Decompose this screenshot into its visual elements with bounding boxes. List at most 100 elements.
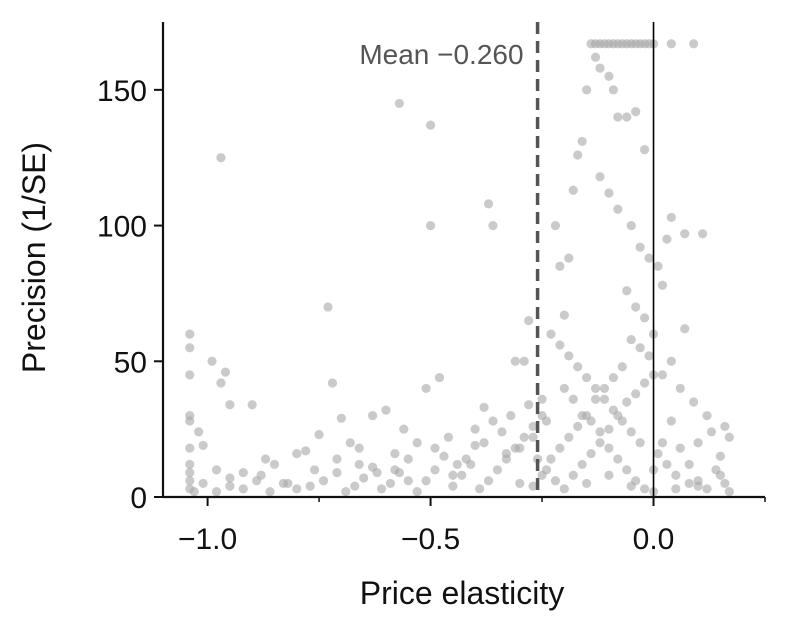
data-point xyxy=(653,448,663,459)
data-point xyxy=(488,416,498,426)
data-point xyxy=(260,454,271,464)
data-point xyxy=(519,432,529,442)
y-axis-title: Precision (1/SE) xyxy=(16,142,52,373)
data-point xyxy=(662,234,672,244)
data-point xyxy=(301,446,311,456)
data-point xyxy=(622,112,632,122)
data-point xyxy=(680,324,690,334)
data-point xyxy=(430,443,440,453)
data-point xyxy=(568,394,578,404)
data-point xyxy=(702,484,712,494)
data-point xyxy=(599,394,610,404)
data-point xyxy=(483,476,494,486)
data-point xyxy=(595,63,605,73)
data-point xyxy=(640,313,650,323)
data-point xyxy=(448,470,458,480)
data-point xyxy=(211,486,222,497)
data-point xyxy=(479,402,489,413)
data-point xyxy=(537,410,547,421)
data-point xyxy=(550,476,561,486)
data-point xyxy=(332,454,342,464)
data-point xyxy=(626,427,636,437)
data-point xyxy=(631,389,641,399)
data-point xyxy=(613,112,623,122)
data-point xyxy=(185,467,195,478)
data-point xyxy=(238,467,248,478)
mean-annotation: Mean −0.260 xyxy=(359,39,523,70)
data-point xyxy=(194,427,204,437)
data-point xyxy=(524,400,534,410)
data-point xyxy=(697,229,708,239)
data-point xyxy=(586,448,596,459)
data-point xyxy=(693,481,703,491)
data-point xyxy=(425,120,436,130)
data-point xyxy=(689,397,699,407)
data-point xyxy=(653,261,663,271)
data-point xyxy=(439,451,449,461)
data-point xyxy=(568,470,578,480)
data-point xyxy=(626,334,636,345)
reference-lines: Mean −0.260 xyxy=(359,22,655,497)
data-point xyxy=(403,476,413,486)
data-point xyxy=(675,383,685,394)
data-point xyxy=(394,98,404,109)
data-point xyxy=(720,421,730,432)
data-point xyxy=(238,484,248,494)
data-point xyxy=(666,356,676,366)
data-point xyxy=(599,383,610,394)
data-point xyxy=(640,144,650,155)
data-point xyxy=(323,302,333,312)
data-point xyxy=(640,484,650,494)
data-point xyxy=(207,356,217,366)
data-point xyxy=(631,302,641,312)
data-point xyxy=(479,438,489,448)
data-point xyxy=(292,484,302,494)
data-point xyxy=(497,427,507,437)
data-point xyxy=(345,438,355,448)
data-point xyxy=(564,253,574,263)
data-point xyxy=(546,329,556,339)
x-tick-label: −1.0 xyxy=(178,523,237,556)
data-point xyxy=(189,486,199,497)
data-point xyxy=(622,465,632,475)
y-tick-label: 0 xyxy=(130,482,147,515)
data-point xyxy=(590,383,601,394)
data-point xyxy=(341,486,351,497)
data-point xyxy=(724,486,734,497)
data-point xyxy=(448,481,458,491)
data-point xyxy=(225,481,235,491)
data-point xyxy=(185,343,195,353)
data-point xyxy=(376,484,387,494)
data-point xyxy=(457,470,467,480)
data-point xyxy=(577,136,587,147)
data-point xyxy=(577,410,587,421)
data-point xyxy=(265,486,275,497)
data-point xyxy=(475,484,485,494)
data-point xyxy=(367,410,378,421)
data-point xyxy=(412,438,422,448)
data-point xyxy=(604,188,614,198)
data-point xyxy=(644,351,654,361)
data-point xyxy=(425,220,436,231)
data-point xyxy=(292,448,302,459)
data-point xyxy=(390,448,400,459)
data-point xyxy=(412,486,422,497)
data-point xyxy=(528,481,538,491)
data-point xyxy=(595,438,605,448)
axes: −1.0 −0.5 0.0 0 50 100 150 xyxy=(97,22,766,556)
data-point xyxy=(434,372,445,383)
data-point xyxy=(399,424,409,434)
y-tick-label: 150 xyxy=(97,75,147,108)
data-point xyxy=(635,242,645,252)
data-point xyxy=(354,443,364,453)
data-point xyxy=(693,438,703,448)
data-point xyxy=(657,370,668,380)
data-point xyxy=(559,310,569,320)
data-point xyxy=(185,370,195,380)
data-point xyxy=(430,465,440,475)
data-point xyxy=(586,416,596,426)
data-point xyxy=(684,459,694,470)
data-point xyxy=(350,481,360,491)
data-point xyxy=(359,473,369,483)
data-point xyxy=(537,394,547,404)
